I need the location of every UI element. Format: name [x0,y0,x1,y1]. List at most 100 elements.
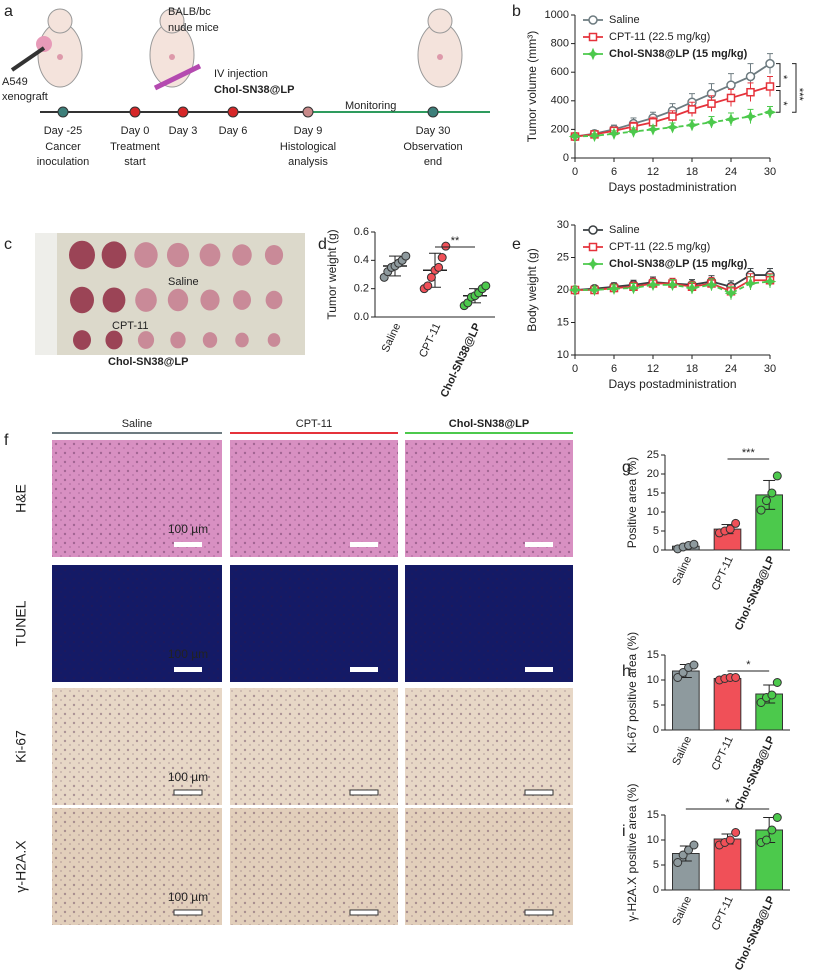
event-label: inoculation [37,156,90,168]
mouse-head [427,8,453,34]
tumor [70,286,94,314]
y-tick-label: 15 [647,809,659,821]
data-point [725,524,735,534]
y-tick-label: 20 [557,284,569,296]
mice-label: BALB/bc [168,6,211,18]
marker [666,120,679,134]
x-tick-label: 0 [572,363,578,375]
y-tick-label: 0.2 [354,283,369,295]
tumor [235,332,249,348]
significance: * [725,797,730,809]
tumor [265,290,283,310]
significance: * [777,75,789,80]
significance-bracket [792,63,797,113]
x-tick-label: CPT-11 [710,734,736,772]
micrograph-texture [405,688,573,805]
marker [568,130,582,143]
tumor [200,289,220,311]
x-tick-label: 18 [686,166,698,178]
y-tick-label: 15 [647,649,659,661]
data-point [767,690,777,700]
tumor [69,240,95,270]
column-header: CPT-11 [296,418,332,430]
marker [765,58,775,69]
y-tick-label: 1000 [545,9,569,21]
x-tick-label: 30 [764,166,776,178]
y-tick-label: 20 [647,468,659,480]
event-label: start [124,156,145,168]
tumor [233,290,251,310]
x-tick-label: 12 [647,363,659,375]
event-label: Histological [280,141,336,153]
column-header: Chol-SN38@LP [449,418,529,430]
panel-label: i [622,823,626,840]
significance: *** [742,447,756,459]
marker [666,278,679,292]
marker [687,105,697,114]
marker [588,129,601,143]
x-tick-label: CPT-11 [710,894,736,932]
column-header: Saline [122,418,153,430]
data-point [437,253,447,262]
event-dot [177,106,189,118]
marker [726,80,736,90]
y-axis-label: Body weight (g) [525,248,539,331]
marker [746,87,755,97]
marker [724,286,738,300]
x-tick-label: 30 [764,363,776,375]
data-point [678,668,688,677]
legend-entry: Chol-SN38@LP (15 mg/kg) [609,48,748,60]
micrograph-texture [405,440,573,557]
event-label: analysis [288,156,328,168]
x-tick-label: Saline [380,321,404,354]
x-tick-label: 6 [611,166,617,178]
x-tick-label: Chol-SN38@LP [733,554,778,632]
legend-entry: Chol-SN38@LP (15 mg/kg) [609,258,748,270]
legend-entry: Saline [609,224,640,236]
micrograph-texture [52,565,222,682]
xenograft-label: A549 [2,76,28,88]
data-point [772,471,782,481]
data-point [673,858,683,867]
legend-marker [588,242,598,252]
panel-label: a [4,3,13,20]
syringe [153,63,202,91]
data-point [731,673,741,682]
significance-bracket [776,90,781,113]
y-tick-label: 5 [653,525,659,537]
x-tick-label: 18 [686,363,698,375]
row-label: TUNEL [13,600,29,646]
panel-label: c [4,236,12,253]
row-label: γ-H2A.X [13,840,29,893]
y-tick-label: 0 [653,884,659,896]
scale-bar [350,542,378,547]
data-point [401,251,411,261]
significance-bracket [776,63,781,87]
legend-entry: CPT-11 (22.5 mg/kg) [609,31,710,43]
marker [627,125,640,138]
micrograph-texture [230,440,398,557]
x-axis-label: Days postadministration [608,180,736,194]
legend-marker [586,47,600,61]
tumor [73,330,91,350]
x-tick-label: 12 [647,166,659,178]
marker [705,115,718,129]
data-point [678,850,688,860]
panel-label: h [622,663,631,680]
scale-bar [525,542,553,547]
marker [763,105,777,119]
y-tick-label: 800 [551,38,569,50]
legend-entry: Saline [609,14,640,26]
marker [607,282,621,295]
y-tick-label: 400 [551,95,569,107]
micrograph-texture [52,440,222,557]
data-point [689,660,699,670]
legend-marker [588,15,598,25]
data-point [731,828,741,837]
tumor [199,243,221,267]
significance: ** [451,235,460,247]
panel-label: d [318,236,327,253]
data-point [441,241,451,251]
tumor-cells [36,36,52,52]
tumor [134,242,158,268]
